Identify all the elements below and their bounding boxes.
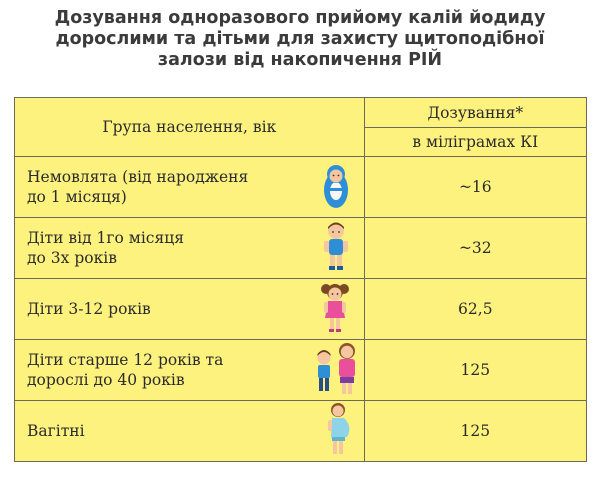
header-dose-label: Дозування* xyxy=(427,103,524,122)
title-line-3: залози від накопичення РІЙ xyxy=(157,50,443,70)
table-row: Вагітні 125 xyxy=(14,400,588,462)
header-group-cell: Група населення, вік xyxy=(14,97,365,157)
baby-icon xyxy=(321,160,351,214)
group-label-line-2: дорослі до 40 років xyxy=(27,371,185,389)
toddler-icon xyxy=(319,220,353,276)
group-label: Немовлята (від народженя до 1 місяця) xyxy=(27,167,297,207)
table-row: Діти від 1го місяця до 3х років xyxy=(14,217,588,279)
header-unit-label: в міліграмах КІ xyxy=(412,133,539,151)
header-unit-cell: в міліграмах КІ xyxy=(363,127,588,157)
table-row: Діти 3-12 років xyxy=(14,278,588,340)
pregnant-woman-icon xyxy=(323,401,355,461)
group-label-line-1: Діти 3-12 років xyxy=(27,300,151,318)
dose-cell: 125 xyxy=(363,400,588,462)
dose-value: 125 xyxy=(460,422,491,440)
dose-cell: ~16 xyxy=(363,156,588,218)
girl-icon xyxy=(319,280,351,338)
dose-cell: 62,5 xyxy=(363,278,588,340)
teen-and-adult-icon xyxy=(311,340,363,400)
dose-value: 62,5 xyxy=(458,300,493,318)
table-row: Немовлята (від народженя до 1 місяця) ~1… xyxy=(14,156,588,218)
dose-value: 125 xyxy=(460,361,491,379)
group-label-line-1: Вагітні xyxy=(27,422,85,440)
group-label-line-1: Діти від 1го місяця xyxy=(27,229,185,247)
group-cell: Діти від 1го місяця до 3х років xyxy=(14,217,365,279)
table-row: Діти старше 12 років та дорослі до 40 ро… xyxy=(14,339,588,401)
group-label: Діти старше 12 років та дорослі до 40 ро… xyxy=(27,350,297,390)
group-label: Діти від 1го місяця до 3х років xyxy=(27,228,297,268)
header-group-label: Група населення, вік xyxy=(102,118,277,136)
header-dose-cell: Дозування* xyxy=(363,97,588,128)
page-title: Дозування одноразового прийому калій йод… xyxy=(20,8,580,71)
dosage-table: Група населення, вік Дозування* в мілігр… xyxy=(14,97,588,462)
group-cell: Вагітні xyxy=(14,400,365,462)
group-label-line-2: до 3х років xyxy=(27,249,117,267)
group-label-line-2: до 1 місяця) xyxy=(27,188,127,206)
title-line-2: дорослими та дітьми для захисту щитоподі… xyxy=(55,29,545,49)
dose-cell: 125 xyxy=(363,339,588,401)
group-label-line-1: Діти старше 12 років та xyxy=(27,351,224,369)
group-label-line-1: Немовлята (від народженя xyxy=(27,168,249,186)
group-cell: Діти старше 12 років та дорослі до 40 ро… xyxy=(14,339,365,401)
group-label: Діти 3-12 років xyxy=(27,299,297,319)
group-cell: Немовлята (від народженя до 1 місяця) xyxy=(14,156,365,218)
title-line-1: Дозування одноразового прийому калій йод… xyxy=(54,8,546,28)
group-cell: Діти 3-12 років xyxy=(14,278,365,340)
dose-cell: ~32 xyxy=(363,217,588,279)
dose-value: ~16 xyxy=(458,178,492,196)
dose-value: ~32 xyxy=(458,239,492,257)
group-label: Вагітні xyxy=(27,421,297,441)
